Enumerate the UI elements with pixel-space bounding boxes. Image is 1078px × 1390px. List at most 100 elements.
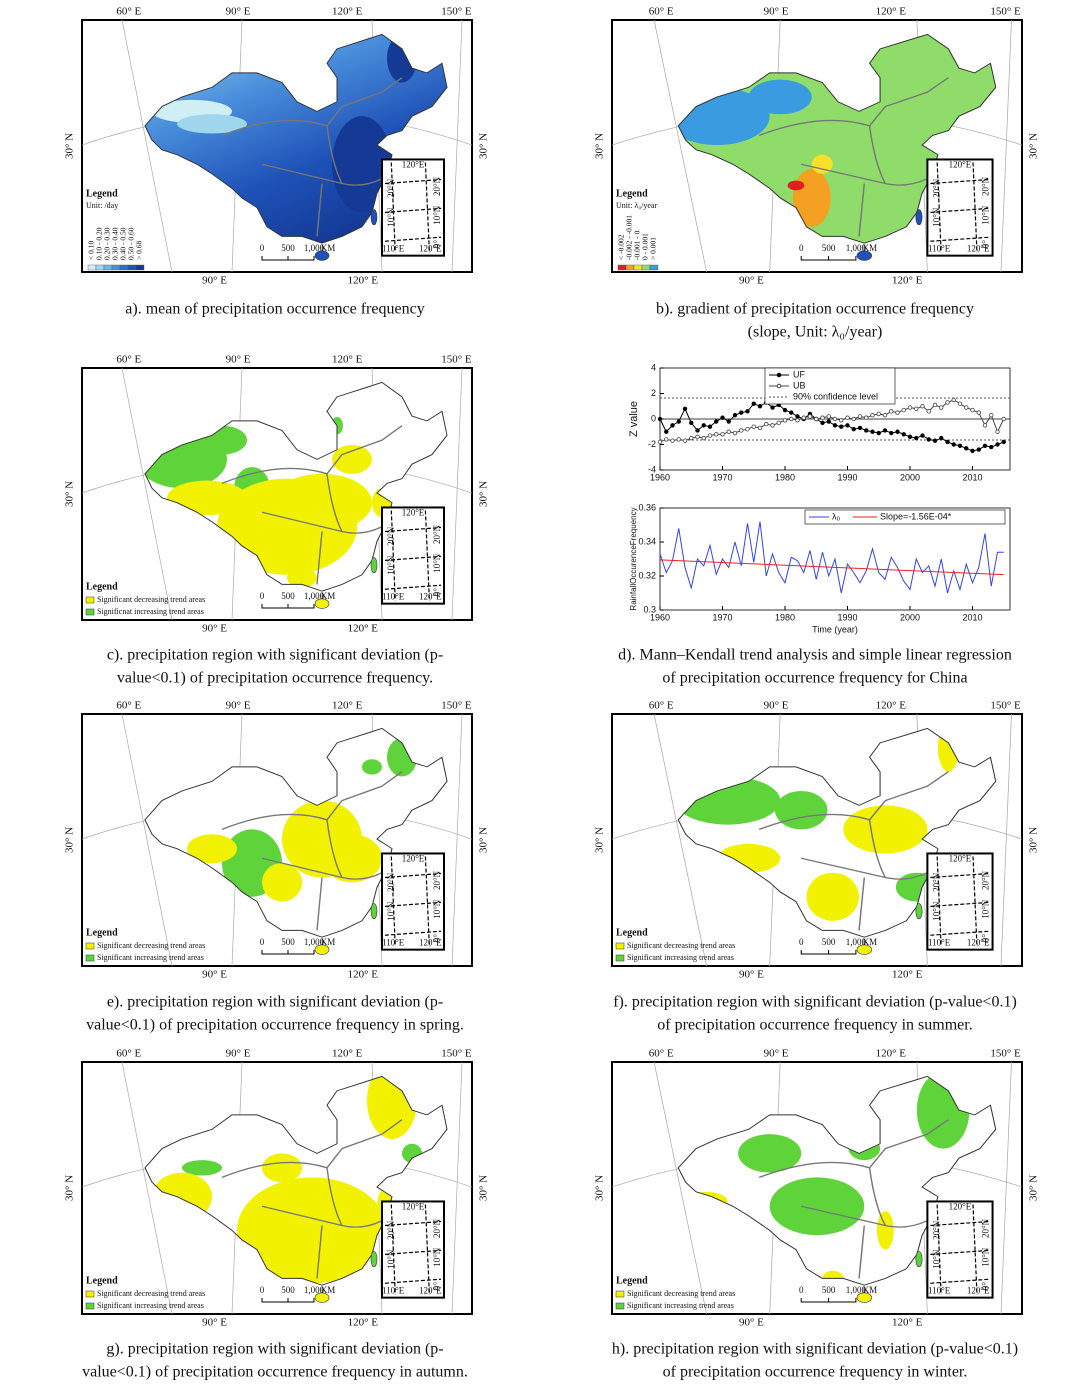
legend-label: 0.20 - 0.30: [103, 227, 112, 260]
region-boundary: [858, 877, 866, 931]
inset-grid: [384, 207, 442, 213]
longitude-label: 60° E: [116, 6, 141, 18]
region-blob: [843, 805, 928, 854]
scale-unit: KM: [321, 1285, 336, 1295]
data-point: [1001, 439, 1006, 445]
x-tick-label: 1970: [712, 612, 732, 622]
inset-grid: [972, 856, 978, 947]
region-blob: [187, 834, 237, 864]
scale-label: 500: [822, 243, 836, 253]
legend-label: Significnat increasing trend areas: [97, 607, 204, 616]
region-blob: [332, 116, 392, 213]
data-point: [764, 421, 769, 427]
data-point: [726, 429, 731, 434]
region-boundary: [801, 163, 886, 185]
inset-grid: [384, 178, 442, 185]
legend-swatch: [615, 954, 625, 962]
longitude-label: 120° E: [348, 275, 379, 287]
inset-label: 10°N: [386, 901, 396, 921]
inset-grid: [384, 901, 442, 907]
data-point: [732, 430, 738, 436]
data-point: [976, 410, 981, 415]
caption: b). gradient of precipitation occurrence…: [656, 301, 974, 318]
legend-title: Legend: [86, 188, 118, 199]
longitude-label: 120° E: [876, 1048, 907, 1060]
data-point: [732, 412, 738, 418]
longitude-label: 120° E: [348, 1317, 379, 1329]
x-tick-label: 1960: [650, 472, 670, 482]
data-point: [757, 404, 763, 409]
map: 120°E 20°N 10°N 20°N 10°N 0° 110°E 120°E 60° E 90…: [64, 354, 490, 635]
longitude-label: 150° E: [441, 700, 472, 712]
data-point: [895, 410, 900, 415]
data-point: [914, 406, 919, 411]
longitude-label: 90° E: [764, 6, 789, 18]
inset-label: 10°N: [981, 205, 991, 225]
data-point: [870, 429, 875, 434]
region-boundary: [261, 1205, 343, 1227]
data-point: [970, 448, 975, 454]
inset-grid: [390, 1204, 396, 1295]
longitude-label: 90° E: [226, 1048, 251, 1060]
inset-label: 20°N: [981, 870, 991, 890]
longitude-label: 150° E: [441, 1048, 472, 1060]
data-point: [851, 427, 856, 432]
inset-label: 20°N: [386, 872, 396, 892]
scale-bar: [261, 256, 315, 261]
legend-title: Legend: [86, 927, 118, 938]
legend-swatch: [85, 596, 95, 604]
scale-unit: KM: [863, 243, 878, 253]
legend-swatch: [85, 608, 95, 616]
data-point: [795, 414, 800, 419]
latitude-label: 30° N: [1028, 827, 1040, 853]
legend-label: Significant increasing trend areas: [97, 953, 204, 962]
region-boundary: [221, 1119, 403, 1179]
region-blob: [774, 790, 828, 830]
data-point: [995, 442, 1000, 447]
country-outline: [144, 1075, 448, 1286]
data-point: [876, 411, 881, 417]
scale-label: 1,000: [304, 243, 325, 253]
inset-label: 120°E: [419, 1286, 442, 1296]
inset-label: 10°N: [931, 1249, 941, 1269]
inset-grid: [390, 856, 396, 947]
legend-label: Significant decreasing trend areas: [97, 941, 205, 950]
region-blob: [287, 568, 317, 588]
longitude-label: 90° E: [226, 354, 251, 366]
scale-label: 0: [260, 1285, 265, 1295]
inset-label: 20°N: [931, 178, 941, 198]
inset-label: 110°E: [928, 938, 951, 948]
data-point: [989, 444, 994, 450]
data-point: [939, 405, 944, 410]
inset-label: 20°N: [386, 526, 396, 546]
legend-label: Significant decreasing trend areas: [97, 1289, 205, 1298]
inset-grid: [384, 1220, 442, 1227]
legend-swatch: [85, 954, 95, 962]
data-point: [682, 438, 688, 443]
data-point: [820, 420, 825, 426]
inset-label: 10°N: [386, 555, 396, 575]
country-outline: [144, 727, 448, 938]
inset-grid: [930, 178, 990, 185]
inset-label: 120°E: [419, 938, 442, 948]
data-point: [901, 407, 906, 413]
legend-swatch: [617, 264, 627, 271]
map: 120°E 20°N 10°N 20°N 10°N 0° 110°E 120°E 60° E 90…: [594, 6, 1040, 287]
inset-grid: [424, 162, 430, 253]
chart: 0.3 0.32 0.34 0.36 1960 1970 1980 1990 2000 2010 R…: [629, 502, 1011, 634]
latitude-label: 30° N: [478, 481, 490, 507]
data-point: [826, 419, 831, 424]
inset-label: 10°N: [931, 207, 941, 227]
data-point: [964, 405, 969, 410]
data-point: [745, 427, 750, 432]
graticule: [451, 713, 463, 967]
data-point: [882, 428, 888, 433]
map-body: [611, 19, 1023, 273]
inset-grid: [936, 162, 942, 253]
region-boundary: [261, 857, 343, 879]
longitude-label: 60° E: [116, 1048, 141, 1060]
inset-label: 110°E: [382, 938, 405, 948]
data-point: [845, 415, 850, 420]
legend-label: -0.002 - -0.001: [625, 215, 634, 260]
legend-label: Significant decreasing trend areas: [627, 941, 735, 950]
